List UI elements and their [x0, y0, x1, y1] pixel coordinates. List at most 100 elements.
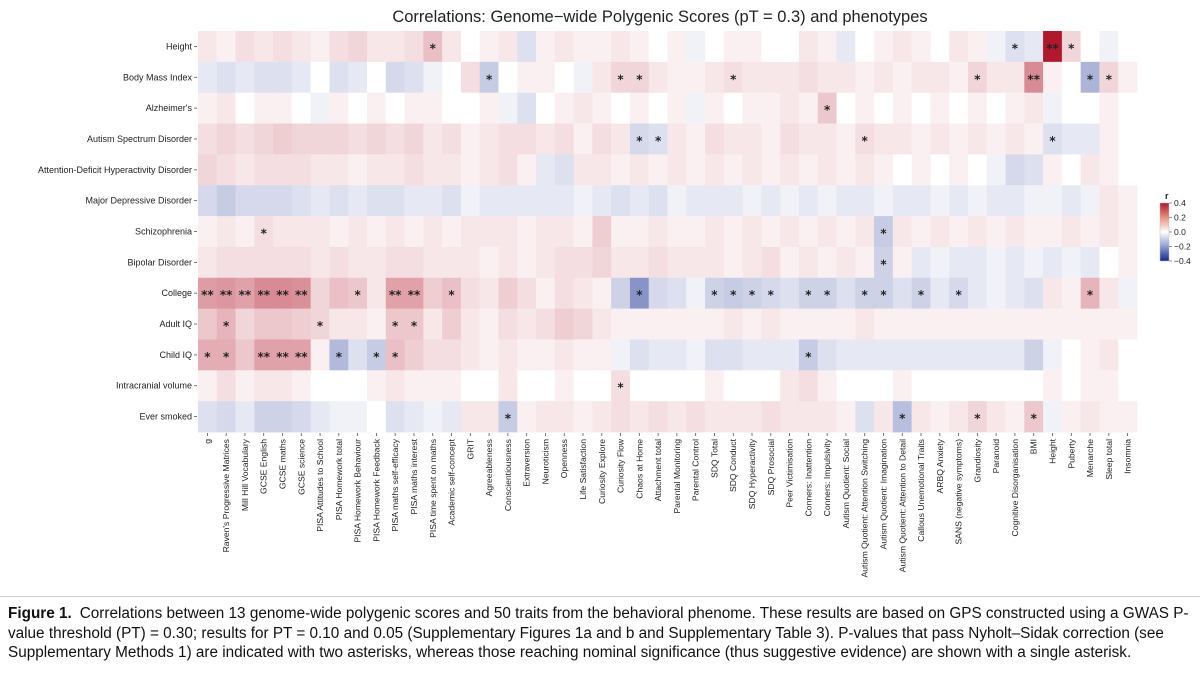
- heatmap-cell: [817, 308, 837, 340]
- heatmap-cell: [986, 277, 1006, 310]
- heatmap-cell: [216, 401, 236, 433]
- heatmap-cell: [367, 61, 387, 94]
- column-label: Openness: [559, 439, 569, 478]
- heatmap-cell: [930, 92, 950, 124]
- chart-title: Correlations: Genome−wide Polygenic Scor…: [392, 8, 927, 26]
- heatmap-cell: [1005, 154, 1025, 186]
- heatmap-cell: [817, 61, 837, 94]
- heatmap-cell: [423, 123, 443, 155]
- heatmap-cell: [648, 123, 668, 155]
- heatmap-cell: [1118, 92, 1138, 124]
- row-label: Attention-Deficit Hyperactivity Disorder: [38, 165, 192, 175]
- heatmap-cell: [855, 308, 875, 340]
- heatmap-cell: [198, 401, 218, 433]
- heatmap-cell: [874, 339, 894, 371]
- heatmap-cell: [1024, 123, 1044, 155]
- heatmap-cell: [254, 154, 274, 186]
- heatmap-cell: [1061, 308, 1082, 340]
- heatmap-cell: [1061, 61, 1082, 94]
- column-label: Agreeableness: [484, 439, 494, 496]
- heatmap-cell: [554, 277, 574, 310]
- heatmap-cell: [855, 339, 875, 371]
- significance-star: **: [257, 350, 270, 364]
- heatmap-cell: [198, 339, 218, 371]
- heatmap-cell: [348, 246, 368, 279]
- heatmap-cell: [310, 308, 330, 340]
- heatmap-cell: [235, 277, 255, 310]
- heatmap-cell: [385, 185, 405, 217]
- heatmap-cell: [705, 401, 725, 433]
- heatmap-cell: [310, 370, 330, 402]
- heatmap-cell: [648, 277, 668, 310]
- heatmap-cell: [798, 216, 819, 248]
- column-label: GCSE English: [259, 439, 269, 494]
- column-label: PISA Attitudes to School: [315, 439, 325, 532]
- significance-star: *: [448, 288, 455, 302]
- heatmap-cell: [198, 185, 218, 217]
- column-label: Conners: Impulsivity: [822, 438, 832, 516]
- heatmap-cell: [705, 370, 725, 402]
- heatmap-cell: [611, 61, 631, 94]
- heatmap-cell: [611, 277, 631, 310]
- heatmap-cell: [1061, 277, 1082, 310]
- heatmap-cell: [705, 154, 725, 186]
- row-labels: Height Body Mass Index Alzheimer's Autism S…: [38, 41, 197, 422]
- heatmap-cell: [742, 185, 762, 217]
- heatmap-cell: [273, 246, 293, 279]
- heatmap-cell: [1043, 123, 1063, 155]
- heatmap-cell: [198, 31, 218, 63]
- significance-star: *: [486, 72, 493, 86]
- heatmap-figure: Correlations: Genome−wide Polygenic Scor…: [38, 8, 1191, 578]
- heatmap-cell: [592, 61, 612, 94]
- heatmap-cell: [404, 154, 424, 186]
- heatmap-cell: [874, 246, 894, 279]
- heatmap-cell: [892, 401, 913, 433]
- heatmap-cell: [780, 185, 800, 217]
- heatmap-cell: [479, 401, 499, 433]
- column-label: Paranoid: [991, 439, 1001, 474]
- heatmap-cell: [460, 277, 481, 310]
- heatmap-cell: [686, 31, 706, 63]
- heatmap-cell: [404, 339, 424, 371]
- heatmap-cell: [780, 246, 800, 279]
- significance-star: **: [276, 288, 289, 302]
- legend-colorbar: [1159, 202, 1170, 262]
- column-label: GCSE maths: [278, 439, 288, 489]
- heatmap-cell: [460, 154, 481, 186]
- heatmap-cell: [1099, 246, 1119, 279]
- heatmap-cell: [367, 308, 387, 340]
- heatmap-cell: [385, 308, 405, 340]
- heatmap-cell: [273, 277, 293, 310]
- heatmap-cell: [1099, 308, 1119, 340]
- heatmap-cell: [1024, 31, 1044, 63]
- heatmap-cell: [479, 370, 499, 402]
- significance-star: **: [239, 288, 252, 302]
- heatmap-cell: [723, 61, 744, 94]
- heatmap-cell: [385, 92, 405, 124]
- significance-markers: * * ** ** * * * * ** * *** * * ** **** ** ** ** ** ** * ** ** *…: [201, 41, 1113, 425]
- heatmap-cell: [892, 123, 913, 155]
- column-label: Autism Quotient: Social: [841, 439, 851, 528]
- heatmap-cell: [554, 401, 574, 433]
- heatmap-cell: [536, 185, 556, 217]
- heatmap-cell: [404, 61, 424, 94]
- heatmap-cell: [911, 401, 931, 433]
- heatmap-cell: [705, 246, 725, 279]
- heatmap-cell: [536, 61, 556, 94]
- heatmap-cell: [310, 185, 330, 217]
- heatmap-cell: [667, 31, 687, 63]
- heatmap-cell: [1005, 277, 1025, 310]
- heatmap-cell: [892, 277, 913, 310]
- heatmap-cell: [798, 308, 819, 340]
- heatmap-cell: [442, 339, 462, 371]
- heatmap-cell: [836, 185, 856, 217]
- heatmap-cell: [892, 154, 913, 186]
- heatmap-cell: [855, 154, 875, 186]
- heatmap-cell: [686, 401, 706, 433]
- heatmap-cell: [573, 401, 593, 433]
- significance-star: *: [204, 350, 211, 364]
- heatmap-cell: [1118, 31, 1138, 63]
- heatmap-cell: [705, 123, 725, 155]
- heatmap-cell: [573, 154, 593, 186]
- heatmap-cell: [404, 401, 424, 433]
